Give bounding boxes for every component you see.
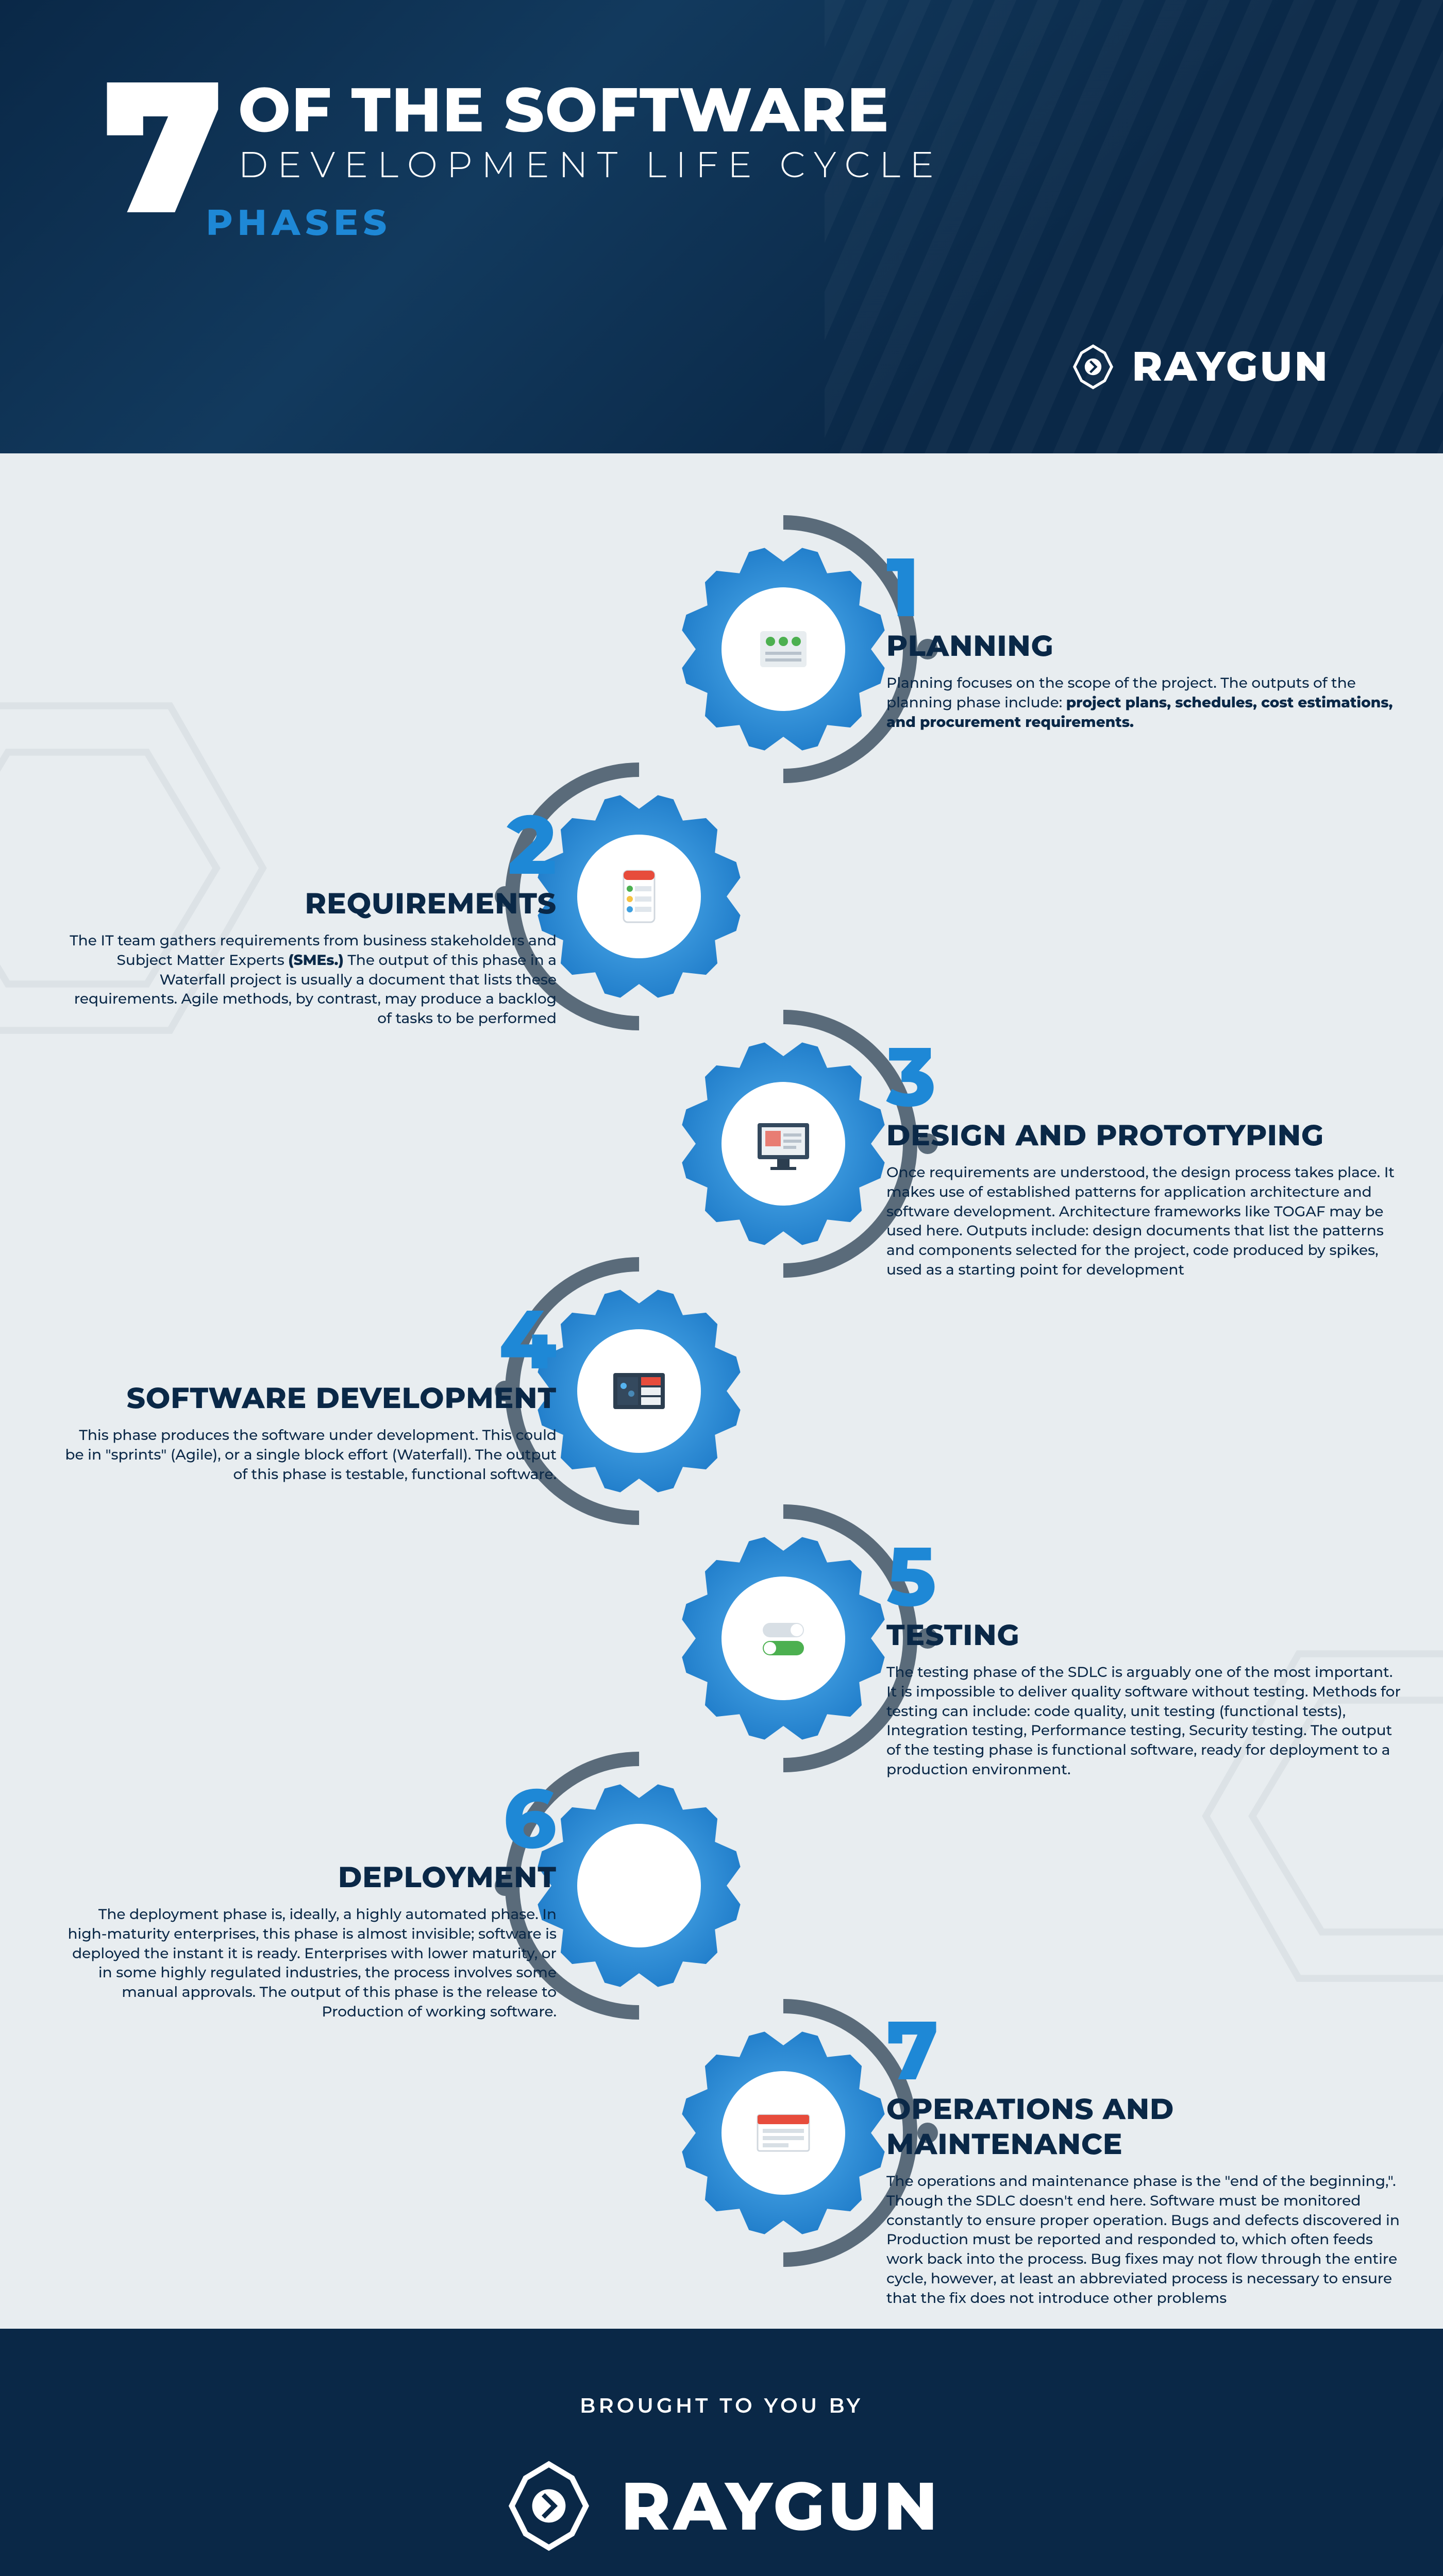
phase-description: The operations and maintenance phase is … <box>886 2172 1402 2309</box>
phase-title: TESTING <box>886 1618 1402 1653</box>
big-number: 7 <box>103 72 217 221</box>
phase-6: 6 DEPLOYMENT The deployment phase is, id… <box>62 1777 557 2022</box>
title-column: OF THE SOFTWARE DEVELOPMENT LIFE CYCLE <box>238 72 943 187</box>
phase-description: The testing phase of the SDLC is arguabl… <box>886 1663 1402 1780</box>
phase-number: 7 <box>886 2009 1402 2092</box>
phase-title: DEPLOYMENT <box>62 1860 557 1895</box>
phase-description: Once requirements are understood, the de… <box>886 1163 1402 1280</box>
gear-column <box>541 495 902 2246</box>
phase-description: The IT team gathers requirements from bu… <box>62 931 557 1029</box>
brand-name-top: RAYGUN <box>1132 342 1330 392</box>
brought-label: BROUGHT TO YOU BY <box>580 2393 863 2418</box>
phase-number: 3 <box>886 1036 1402 1118</box>
phase-title: SOFTWARE DEVELOPMENT <box>62 1381 557 1416</box>
title-line-2: DEVELOPMENT LIFE CYCLE <box>238 142 943 187</box>
phase-title: PLANNING <box>886 629 1402 664</box>
phase-description: This phase produces the software under d… <box>62 1426 557 1484</box>
phase-4: 4 SOFTWARE DEVELOPMENT This phase produc… <box>62 1298 557 1484</box>
phase-7: 7 OPERATIONS AND MAINTENANCE The operati… <box>886 2009 1402 2309</box>
brand-logo-bottom: RAYGUN <box>502 2460 941 2552</box>
container: 7 OF THE SOFTWARE DEVELOPMENT LIFE CYCLE… <box>0 0 1443 2576</box>
title-line-1: OF THE SOFTWARE <box>238 72 943 147</box>
footer: BROUGHT TO YOU BY RAYGUN www.raygun.com <box>0 2329 1443 2576</box>
phase-1: 1 PLANNING Planning focuses on the scope… <box>886 546 1402 732</box>
header: 7 OF THE SOFTWARE DEVELOPMENT LIFE CYCLE… <box>0 0 1443 453</box>
phase-title: DESIGN AND PROTOTYPING <box>886 1118 1402 1153</box>
phase-number: 4 <box>62 1298 557 1381</box>
phase-3: 3 DESIGN AND PROTOTYPING Once requiremen… <box>886 1036 1402 1280</box>
phase-5: 5 TESTING The testing phase of the SDLC … <box>886 1535 1402 1780</box>
infographic-body: 1 PLANNING Planning focuses on the scope… <box>0 453 1443 2329</box>
phase-title: OPERATIONS AND MAINTENANCE <box>886 2092 1402 2162</box>
raygun-icon <box>502 2460 595 2552</box>
phase-2: 2 REQUIREMENTS The IT team gathers requi… <box>62 804 557 1029</box>
phase-number: 2 <box>62 804 557 886</box>
brand-logo-top: RAYGUN <box>1070 342 1330 392</box>
phase-number: 1 <box>886 546 1402 629</box>
phase-title: REQUIREMENTS <box>62 886 557 921</box>
phase-number: 6 <box>62 1777 557 1860</box>
phase-description: The deployment phase is, ideally, a high… <box>62 1905 557 2022</box>
title-row: 7 OF THE SOFTWARE DEVELOPMENT LIFE CYCLE <box>103 72 1340 221</box>
brand-name-bottom: RAYGUN <box>621 2465 941 2547</box>
raygun-icon <box>1070 344 1116 390</box>
phase-description: Planning focuses on the scope of the pro… <box>886 674 1402 732</box>
phases-word: PHASES <box>206 200 1340 244</box>
phase-number: 5 <box>886 1535 1402 1618</box>
